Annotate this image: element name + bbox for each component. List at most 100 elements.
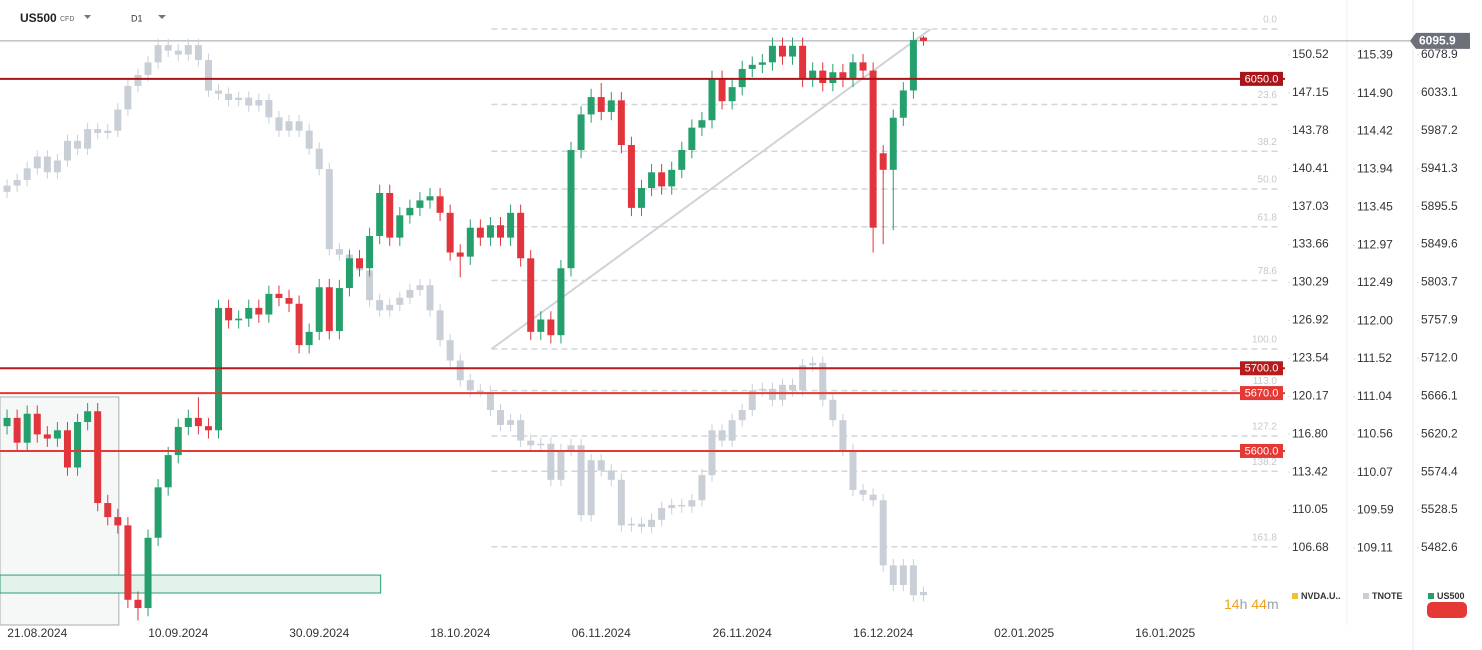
y-tick-label: 123.54 (1292, 351, 1329, 365)
candle-body (215, 90, 223, 94)
fib-label: 138.2 (1252, 457, 1277, 468)
candle-body (33, 156, 41, 169)
candle-body (366, 235, 374, 269)
candle-body (174, 50, 182, 55)
candle-body (648, 519, 656, 527)
y-tick-label: 5482.6 (1421, 540, 1458, 554)
zone (0, 574, 382, 594)
candle-body (607, 100, 615, 112)
candle-body (426, 196, 434, 201)
candle-body (557, 450, 565, 480)
candle-body (204, 426, 212, 431)
fib-label: 38.2 (1258, 137, 1278, 148)
candle-body (708, 430, 716, 476)
candle-body (547, 443, 555, 480)
x-tick-label: 16.01.2025 (1135, 626, 1195, 640)
candle-body (849, 62, 857, 79)
candle-body (305, 331, 313, 346)
fib-label: 23.6 (1258, 90, 1278, 101)
y-tick-label: 5712.0 (1421, 351, 1458, 365)
candle-body (456, 360, 464, 381)
price-level-label: 6050.0 (1245, 73, 1279, 85)
candle-body (879, 153, 887, 170)
candle-body (416, 285, 424, 290)
candle-body (114, 109, 122, 131)
symbol-dropdown[interactable] (84, 15, 91, 19)
y-tick-label: 5574.4 (1421, 464, 1458, 478)
candle-body (225, 307, 233, 321)
candle-body (789, 45, 797, 57)
candle-body (235, 318, 243, 321)
candle-body (577, 445, 585, 516)
candle-body (859, 62, 867, 71)
y-tick-label: 114.90 (1357, 86, 1393, 100)
candle-body (144, 62, 152, 75)
candle-body (507, 420, 515, 425)
candle-body (134, 74, 142, 86)
y-tick-label: 120.17 (1292, 388, 1329, 402)
candle-body (184, 45, 192, 55)
candle-body (325, 287, 333, 332)
y-tick-label: 130.29 (1292, 275, 1329, 289)
candle-body (486, 225, 494, 238)
candle-body (295, 121, 303, 131)
candle-body (124, 525, 132, 600)
candle-body (567, 149, 575, 269)
candle-body (617, 479, 625, 526)
candle-body (859, 490, 867, 495)
action-button[interactable] (1427, 602, 1467, 618)
candle-body (194, 45, 202, 61)
candle-body (295, 303, 303, 346)
candle-body (819, 362, 827, 400)
candle-body (637, 523, 645, 527)
candle-body (3, 417, 11, 427)
timer-hours: 14 (1224, 596, 1240, 612)
candle-body (698, 475, 706, 501)
price-level-label: 5670.0 (1245, 387, 1279, 399)
candle-body (23, 168, 31, 181)
candle-body (315, 287, 323, 332)
candle-body (476, 227, 484, 238)
candle-body (909, 40, 917, 91)
candle-body (356, 258, 364, 269)
candle-body (748, 64, 756, 69)
last-price-tag (1410, 32, 1470, 49)
timer-unit: m (1267, 596, 1279, 612)
candle-body (839, 420, 847, 451)
candle-body (53, 160, 61, 173)
candle-body (325, 169, 333, 250)
fib-label: 100.0 (1252, 335, 1277, 346)
candle-body (527, 440, 535, 446)
candle-body (839, 72, 847, 79)
candle-body (889, 117, 897, 170)
symbol: US500 (20, 11, 57, 25)
y-tick-label: 113.42 (1292, 464, 1328, 478)
candle-body (597, 97, 605, 112)
x-tick-label: 06.11.2024 (572, 626, 631, 640)
candle-body (315, 148, 323, 170)
candle-body (507, 212, 515, 238)
y-tick-label: 5620.2 (1421, 426, 1458, 440)
candle-body (829, 399, 837, 421)
y-tick-label: 143.78 (1292, 123, 1329, 137)
y-tick-label: 5987.2 (1421, 123, 1458, 137)
candle-body (204, 60, 212, 91)
candle-body (547, 319, 555, 336)
candle-body (84, 129, 92, 149)
legend-swatch (1363, 593, 1369, 599)
candle-body (678, 149, 686, 170)
candle-body (567, 445, 575, 451)
candle-body (879, 500, 887, 566)
candle-body (799, 45, 807, 79)
candle-body (194, 417, 202, 427)
price-level-label: 5700.0 (1245, 363, 1279, 375)
candle-body (919, 37, 927, 41)
timeframe-dropdown[interactable] (158, 15, 166, 19)
candle-body (285, 121, 293, 131)
candle-body (386, 192, 394, 238)
candle-body (899, 565, 907, 585)
y-tick-label: 5941.3 (1421, 161, 1458, 175)
candle-body (245, 307, 253, 319)
y-tick-label: 133.66 (1292, 237, 1329, 251)
candle-body (849, 450, 857, 491)
